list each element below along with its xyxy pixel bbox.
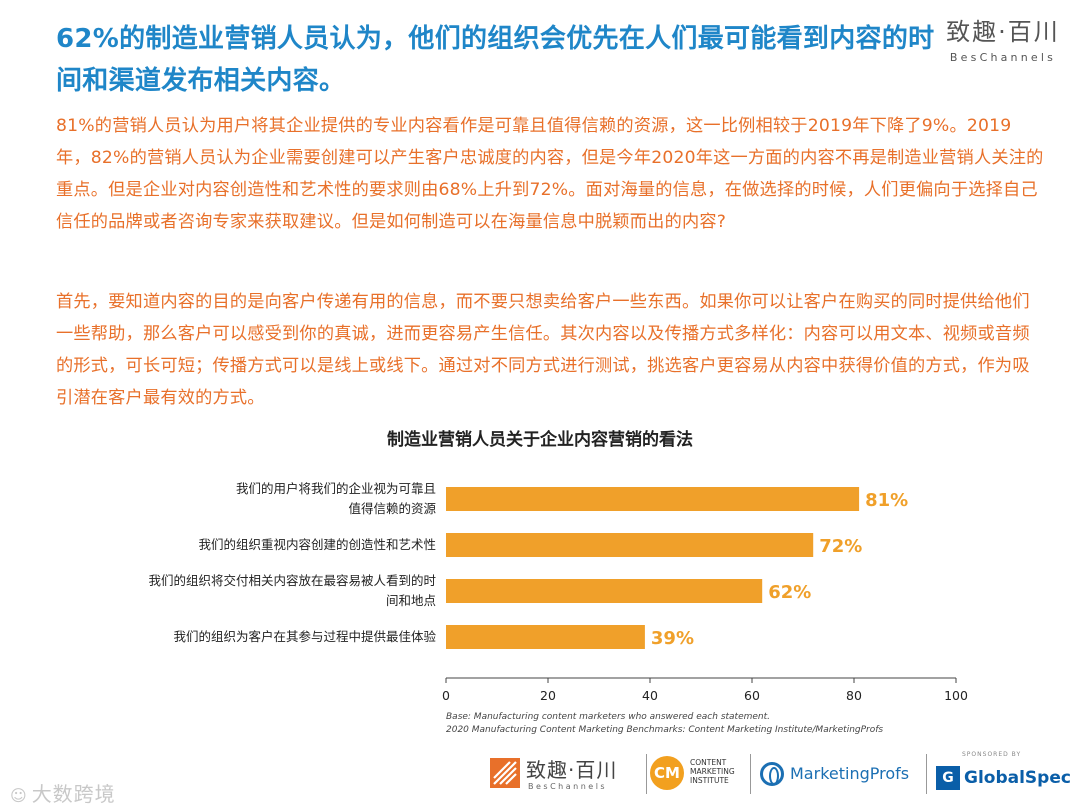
- bar-value-label: 62%: [768, 582, 811, 603]
- x-tick-label: 20: [540, 688, 556, 700]
- cmi-text: CONTENT MARKETING INSTITUTE: [690, 758, 735, 785]
- category-label: 我们的组织为客户在其参与过程中提供最佳体验: [173, 629, 436, 644]
- watermark-text: 大数跨境: [31, 782, 116, 806]
- partner-logos: 致趣·百川 BesChannels CM CONTENT MARKETING I…: [488, 748, 1071, 800]
- brand-logo: 致趣·百川 BesChannels: [938, 12, 1068, 64]
- globalspec-mark-icon: G: [936, 766, 960, 790]
- bar: [446, 487, 860, 511]
- bar: [446, 533, 814, 557]
- category-label: 我们的组织将交付相关内容放在最容易被人看到的时: [148, 573, 436, 588]
- logo-divider: [926, 754, 927, 794]
- globalspec-text: GlobalSpec: [964, 768, 1071, 788]
- headline: 62%的制造业营销人员认为，他们的组织会优先在人们最可能看到内容的时间和渠道发布…: [56, 24, 935, 96]
- sponsored-by-label: SPONSORED BY: [962, 751, 1022, 758]
- marketingprofs-text: MarketingProfs: [790, 764, 910, 783]
- brand-logo-cn: 致趣·百川: [946, 18, 1060, 46]
- logo-divider: [646, 754, 647, 794]
- note-base: Base: Manufacturing content marketers wh…: [446, 712, 771, 722]
- x-tick-label: 40: [642, 688, 658, 700]
- category-label: 值得信赖的资源: [348, 501, 436, 516]
- beschannels-en: BesChannels: [528, 782, 608, 791]
- paragraph-1: 81%的营销人员认为用户将其企业提供的专业内容看作是可靠且值得信赖的资源，这一比…: [56, 116, 1044, 232]
- wechat-icon: ☺: [10, 786, 28, 805]
- bar: [446, 579, 763, 603]
- x-tick-label: 0: [442, 688, 450, 700]
- cmi-mark-icon: CM: [650, 756, 684, 790]
- cmi-logo: CM CONTENT MARKETING INSTITUTE: [650, 752, 740, 796]
- watermark: ☺ 大数跨境: [10, 778, 116, 807]
- bar: [446, 625, 645, 649]
- source-notes: Base: Manufacturing content marketers wh…: [446, 711, 883, 737]
- x-tick-label: 100: [944, 688, 968, 700]
- bar-value-label: 39%: [651, 628, 694, 649]
- globalspec-logo: SPONSORED BY G GlobalSpec: [936, 748, 1071, 800]
- beschannels-mark-icon: [490, 758, 520, 788]
- globe-icon: [760, 762, 784, 786]
- marketingprofs-logo: MarketingProfs: [760, 758, 920, 792]
- category-label: 我们的组织重视内容创建的创造性和艺术性: [198, 537, 436, 552]
- category-label: 间和地点: [386, 593, 436, 608]
- beschannels-logo: 致趣·百川 BesChannels: [488, 752, 638, 796]
- bar-value-label: 72%: [819, 536, 862, 557]
- x-tick-label: 80: [846, 688, 862, 700]
- paragraph-2: 首先，要知道内容的目的是向客户传递有用的信息，而不要只想卖给客户一些东西。如果你…: [56, 292, 1030, 408]
- beschannels-cn: 致趣·百川: [526, 758, 618, 782]
- brand-logo-en: BesChannels: [949, 51, 1057, 64]
- x-tick-label: 60: [744, 688, 760, 700]
- logo-divider: [750, 754, 751, 794]
- chart-title: 制造业营销人员关于企业内容营销的看法: [387, 430, 693, 450]
- category-label: 我们的用户将我们的企业视为可靠且: [236, 481, 436, 496]
- note-source: 2020 Manufacturing Content Marketing Ben…: [446, 725, 884, 735]
- bar-value-label: 81%: [865, 490, 908, 511]
